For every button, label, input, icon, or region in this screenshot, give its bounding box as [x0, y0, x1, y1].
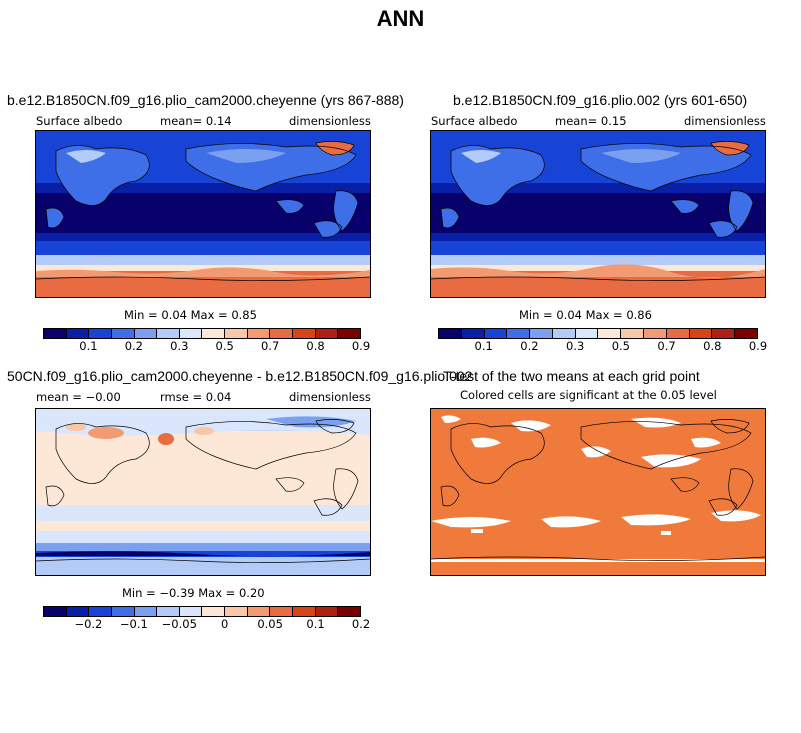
colorbar-tick-label: 0.9	[748, 339, 768, 353]
colorbar-tick-label: 0.05	[257, 617, 283, 631]
colorbar-tick-label: −0.1	[119, 617, 148, 631]
colorbar-swatch	[134, 329, 158, 338]
colorbar-swatch	[66, 329, 90, 338]
colorbar-swatch	[270, 607, 294, 616]
colorbar-swatch	[89, 607, 112, 616]
colorbar-swatch	[293, 329, 316, 338]
colorbar-tick-label: 0.1	[79, 339, 98, 353]
colorbar-tick-label: 0.7	[657, 339, 676, 353]
albedo-map-2	[431, 131, 765, 297]
panel-4-map	[430, 408, 766, 576]
figure-title: ANN	[376, 6, 425, 31]
difference-map	[36, 409, 370, 575]
colorbar-swatch	[44, 329, 67, 338]
colorbar-tick-label: 0.5	[215, 339, 234, 353]
colorbar-tick-label: 0.1	[474, 339, 493, 353]
panel-1-variable: Surface albedo	[36, 114, 123, 128]
colorbar-tick-label: 0.1	[306, 617, 325, 631]
colorbar-tick-label: 0.3	[565, 339, 585, 353]
panel-2-minmax: Min = 0.04 Max = 0.86	[519, 308, 652, 322]
panel-2-mean: mean= 0.15	[555, 114, 627, 128]
colorbar-swatch	[179, 607, 203, 616]
colorbar-swatch	[338, 607, 360, 616]
colorbar-tick-label: 0.2	[351, 617, 371, 631]
colorbar-swatch	[621, 329, 645, 338]
colorbar-swatch	[315, 329, 339, 338]
colorbar-swatch	[575, 329, 599, 338]
panel-3-units: dimensionless	[289, 390, 371, 404]
colorbar-swatch	[134, 607, 158, 616]
colorbar-tick-label: 0.7	[260, 339, 280, 353]
colorbar-tick-label: 0.5	[611, 339, 630, 353]
colorbar-tick-label: 0.2	[520, 339, 539, 353]
colorbar-swatch	[247, 607, 271, 616]
colorbar-swatch	[157, 329, 180, 338]
colorbar-swatch	[44, 607, 67, 616]
colorbar-tick-label: 0.2	[124, 339, 143, 353]
colorbar-swatch	[89, 329, 112, 338]
colorbar-swatch	[315, 607, 339, 616]
colorbar-swatch	[644, 329, 667, 338]
colorbar-swatch	[111, 607, 135, 616]
colorbar-tick-label: −0.2	[74, 617, 103, 631]
colorbar-swatch	[461, 329, 485, 338]
panel-3-title: 50CN.f09_g16.plio_cam2000.cheyenne - b.e…	[7, 368, 473, 384]
panel-2-variable: Surface albedo	[431, 114, 518, 128]
colorbar-swatch	[157, 607, 180, 616]
colorbar-swatch	[507, 329, 531, 338]
colorbar-swatch	[712, 329, 736, 338]
colorbar-swatch	[484, 329, 508, 338]
colorbar-tick-label: 0.9	[351, 339, 371, 353]
panel-3-rmse: rmse = 0.04	[160, 390, 232, 404]
colorbar-swatch	[202, 607, 226, 616]
colorbar-tick-label: 0.8	[306, 339, 325, 353]
colorbar-swatch	[689, 329, 713, 338]
colorbar-swatch	[247, 329, 271, 338]
colorbar-tick-label: 0.8	[703, 339, 722, 353]
colorbar-swatch	[293, 607, 316, 616]
colorbar-swatch	[598, 329, 622, 338]
colorbar-swatch	[202, 329, 226, 338]
panel-1-colorbar	[43, 328, 361, 339]
colorbar-swatch	[552, 329, 576, 338]
colorbar-swatch	[530, 329, 553, 338]
panel-4-title: T-test of the two means at each grid poi…	[443, 368, 700, 384]
albedo-map-1	[36, 131, 370, 297]
colorbar-swatch	[225, 607, 248, 616]
colorbar-swatch	[179, 329, 203, 338]
colorbar-swatch	[225, 329, 248, 338]
panel-1-minmax: Min = 0.04 Max = 0.85	[124, 308, 257, 322]
panel-1-mean: mean= 0.14	[160, 114, 232, 128]
colorbar-tick-label: −0.05	[161, 617, 197, 631]
panel-2-units: dimensionless	[684, 114, 766, 128]
panel-2-map	[430, 130, 766, 298]
colorbar-swatch	[338, 329, 360, 338]
panel-3-mean: mean = −0.00	[36, 390, 121, 404]
panel-3-minmax: Min = −0.39 Max = 0.20	[122, 586, 265, 600]
panel-3-colorbar	[43, 606, 361, 617]
panel-3-map	[35, 408, 371, 576]
colorbar-tick-label: 0	[221, 617, 229, 631]
colorbar-swatch	[111, 329, 135, 338]
panel-1-title: b.e12.B1850CN.f09_g16.plio_cam2000.cheye…	[7, 92, 404, 108]
colorbar-swatch	[439, 329, 462, 338]
ttest-map	[431, 409, 765, 575]
panel-2-colorbar	[438, 328, 758, 339]
colorbar-swatch	[735, 329, 757, 338]
colorbar-swatch	[666, 329, 690, 338]
panel-2-title: b.e12.B1850CN.f09_g16.plio.002 (yrs 601-…	[453, 92, 748, 108]
panel-1-map	[35, 130, 371, 298]
panel-4-subtitle: Colored cells are significant at the 0.0…	[460, 388, 717, 402]
colorbar-swatch	[270, 329, 294, 338]
colorbar-tick-label: 0.3	[170, 339, 189, 353]
colorbar-swatch	[66, 607, 90, 616]
panel-1-units: dimensionless	[289, 114, 371, 128]
